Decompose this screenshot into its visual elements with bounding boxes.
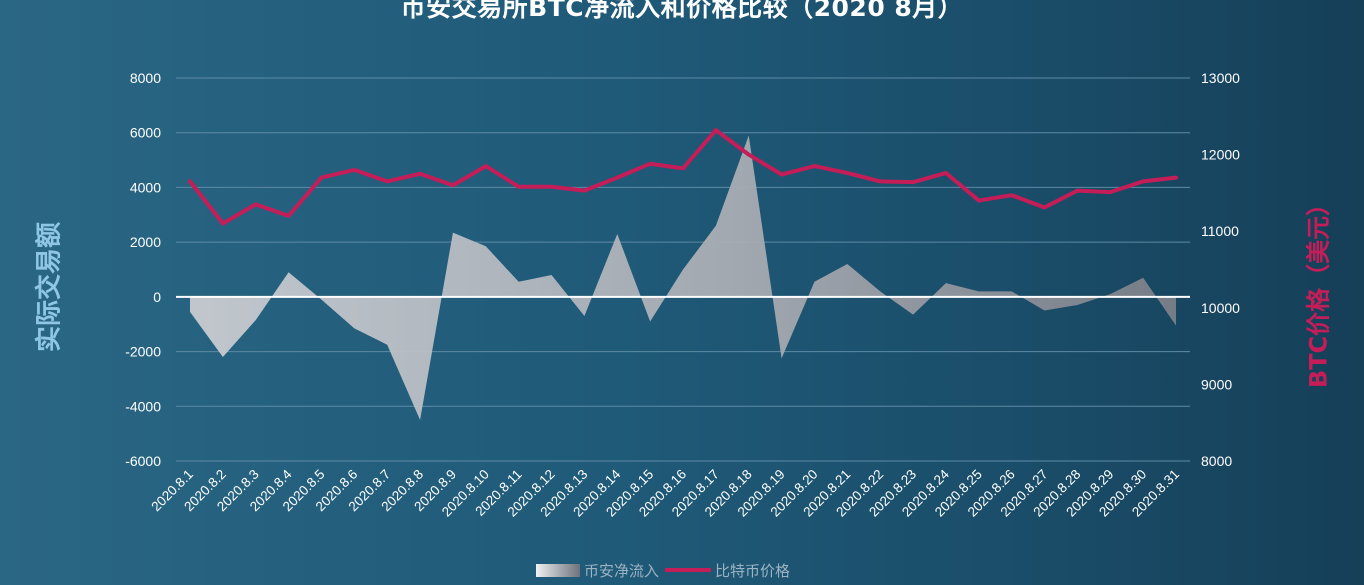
legend-item-area: 币安净流入 bbox=[536, 560, 659, 581]
left-tick-label: 6000 bbox=[130, 125, 161, 141]
net-inflow-area bbox=[190, 135, 1176, 420]
left-tick-label: -6000 bbox=[125, 453, 161, 469]
legend-swatch-line bbox=[665, 568, 712, 572]
right-tick-label: 9000 bbox=[1201, 376, 1232, 392]
chart-title: 币安交易所BTC净流入和价格比较（2020 8月） bbox=[400, 0, 964, 22]
right-tick-label: 8000 bbox=[1201, 453, 1232, 469]
legend: 币安净流入 比特币价格 bbox=[536, 558, 790, 582]
legend-label-area: 币安净流入 bbox=[584, 561, 660, 580]
net-inflow-area-layer bbox=[190, 135, 1176, 420]
legend-item-line: 比特币价格 bbox=[665, 560, 790, 581]
gridlines bbox=[176, 77, 1190, 462]
right-axis-ticks: 8000 9000 10000 11000 12000 13000 bbox=[1201, 70, 1240, 469]
left-tick-label: 8000 bbox=[130, 70, 161, 86]
left-tick-label: 0 bbox=[153, 289, 161, 305]
right-tick-label: 11000 bbox=[1201, 223, 1239, 239]
price-line bbox=[188, 128, 1178, 226]
right-tick-label: 13000 bbox=[1201, 70, 1240, 86]
left-axis-ticks: -6000 -4000 -2000 0 2000 4000 6000 8000 bbox=[125, 70, 161, 469]
price-line-layer bbox=[188, 128, 1178, 226]
left-tick-label: -2000 bbox=[125, 344, 161, 360]
left-tick-label: 2000 bbox=[130, 234, 161, 250]
legend-swatch-area bbox=[536, 563, 580, 577]
x-axis-ticks: 2020.8.12020.8.22020.8.32020.8.42020.8.5… bbox=[148, 466, 1182, 519]
left-tick-label: 4000 bbox=[130, 179, 161, 195]
left-tick-label: -4000 bbox=[125, 398, 161, 414]
right-tick-label: 12000 bbox=[1201, 147, 1240, 163]
legend-label-line: 比特币价格 bbox=[715, 561, 791, 580]
right-tick-label: 10000 bbox=[1201, 300, 1240, 316]
